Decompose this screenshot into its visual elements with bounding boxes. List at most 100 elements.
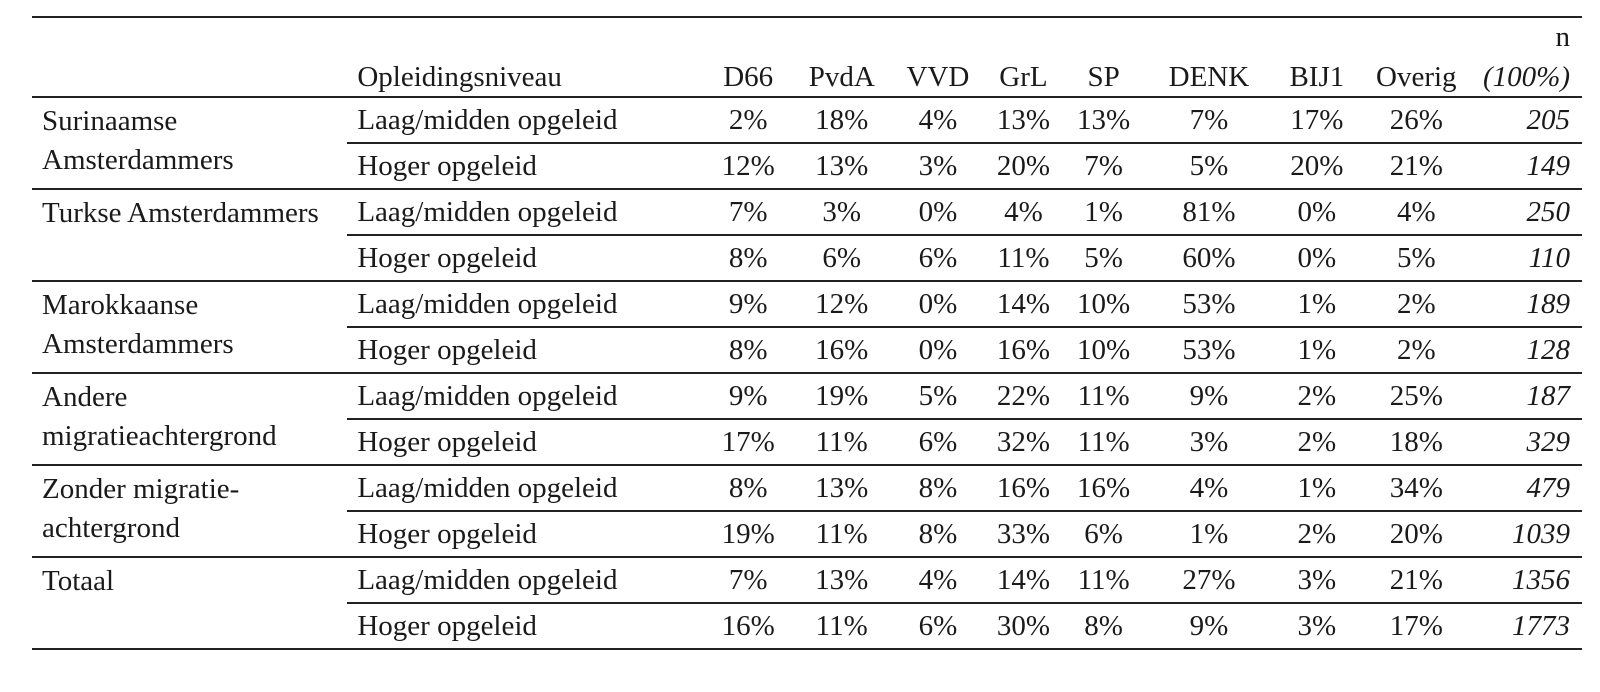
party-header-sp: SP — [1087, 61, 1120, 93]
percent-cell-sp: 11% — [1063, 557, 1144, 604]
percent-cell-sp: 5% — [1063, 235, 1144, 282]
table-row: Marokkaanse Amsterdammers Laag/midden opg… — [32, 281, 1582, 374]
table-row: Hoger opgeleid 19% 11% 8% 33% 6% 1% 2% 20% 1039 — [32, 511, 1582, 558]
percent-cell-d66: 19% — [705, 511, 791, 558]
percent-cell-grl: 14% — [983, 281, 1064, 328]
group-label: Andere migratieachtergrond — [32, 373, 348, 466]
n-count-cell: 250 — [1472, 189, 1582, 236]
education-level-cell: Laag/midden opgeleid — [347, 97, 706, 144]
percent-cell-bij1: 20% — [1274, 143, 1360, 190]
table-row: Andere migratieachtergrond Laag/midden op… — [32, 373, 1582, 466]
percent-cell-vvd: 6% — [892, 419, 984, 466]
n-header: n — [1555, 21, 1571, 53]
percent-cell-grl: 33% — [983, 511, 1064, 558]
percent-cell-denk: 27% — [1143, 557, 1275, 604]
party-header-pvda: PvdA — [808, 61, 875, 93]
percent-cell-d66: 7% — [705, 189, 791, 236]
education-level-cell: Laag/midden opgeleid — [347, 189, 706, 236]
percent-cell-sp: 16% — [1063, 465, 1144, 512]
percent-cell-grl: 32% — [983, 419, 1064, 466]
party-header-d66: D66 — [723, 61, 774, 93]
percent-cell-pvda: 3% — [790, 189, 893, 236]
n-count-cell: 189 — [1472, 281, 1582, 328]
percent-cell-sp: 10% — [1063, 281, 1144, 328]
percent-cell-vvd: 4% — [892, 557, 984, 604]
table-row: Surinaamse Amsterdammers Laag/midden opge… — [32, 97, 1582, 190]
party-header-denk: DENK — [1168, 61, 1250, 93]
percent-cell-grl: 16% — [983, 465, 1064, 512]
education-level-cell: Hoger opgeleid — [347, 327, 706, 374]
percent-cell-bij1: 3% — [1274, 557, 1360, 604]
group-label: Turkse Amsterdammers — [32, 189, 348, 282]
percent-cell-grl: 13% — [983, 97, 1064, 144]
percent-cell-denk: 81% — [1143, 189, 1275, 236]
percent-cell-denk: 53% — [1143, 327, 1275, 374]
percent-cell-bij1: 2% — [1274, 419, 1360, 466]
percent-cell-pvda: 6% — [790, 235, 893, 282]
percent-cell-denk: 53% — [1143, 281, 1275, 328]
table-row: Hoger opgeleid 16% 11% 6% 30% 8% 9% 3% 17% 1773 — [32, 603, 1582, 650]
percent-cell-denk: 1% — [1143, 511, 1275, 558]
percent-cell-bij1: 1% — [1274, 281, 1360, 328]
education-level-cell: Laag/midden opgeleid — [347, 465, 706, 512]
party-header-grl: GrL — [999, 61, 1048, 93]
percent-cell-vvd: 8% — [892, 511, 984, 558]
percent-cell-denk: 60% — [1143, 235, 1275, 282]
results-table-container: n Opleidingsniveau D66 PvdA VVD GrL SP D… — [32, 16, 1582, 650]
table-row: Hoger opgeleid 8% 16% 0% 16% 10% 53% 1% 2% 128 — [32, 327, 1582, 374]
n-count-cell: 149 — [1472, 143, 1582, 190]
education-level-header: Opleidingsniveau — [357, 61, 562, 93]
n-count-cell: 128 — [1472, 327, 1582, 374]
percent-cell-bij1: 17% — [1274, 97, 1360, 144]
percent-cell-d66: 8% — [705, 327, 791, 374]
education-level-cell: Hoger opgeleid — [347, 419, 706, 466]
percent-cell-overig: 17% — [1359, 603, 1473, 650]
percent-cell-pvda: 13% — [790, 143, 893, 190]
education-level-cell: Hoger opgeleid — [347, 511, 706, 558]
n-count-cell: 187 — [1472, 373, 1582, 420]
table-row: Totaal Laag/midden opgeleid 7% 13% 4% 14% 11% 2… — [32, 557, 1582, 650]
percent-cell-sp: 11% — [1063, 419, 1144, 466]
percent-cell-pvda: 19% — [790, 373, 893, 420]
percent-cell-d66: 8% — [705, 465, 791, 512]
percent-cell-d66: 7% — [705, 557, 791, 604]
education-level-cell: Laag/midden opgeleid — [347, 281, 706, 328]
percent-cell-bij1: 0% — [1274, 189, 1360, 236]
vote-by-education-table: n Opleidingsniveau D66 PvdA VVD GrL SP D… — [32, 16, 1582, 650]
percent-cell-denk: 5% — [1143, 143, 1275, 190]
group-label: Zonder migratie-achtergrond — [32, 465, 348, 558]
percent-cell-vvd: 4% — [892, 97, 984, 144]
percent-cell-pvda: 11% — [790, 511, 893, 558]
percent-cell-d66: 8% — [705, 235, 791, 282]
percent-cell-bij1: 2% — [1274, 511, 1360, 558]
percent-cell-pvda: 11% — [790, 419, 893, 466]
percent-cell-d66: 17% — [705, 419, 791, 466]
percent-cell-denk: 7% — [1143, 97, 1275, 144]
percent-cell-bij1: 1% — [1274, 327, 1360, 374]
percent-cell-vvd: 5% — [892, 373, 984, 420]
percent-cell-sp: 6% — [1063, 511, 1144, 558]
percent-cell-grl: 14% — [983, 557, 1064, 604]
group-label: Totaal — [32, 557, 348, 650]
percent-cell-sp: 11% — [1063, 373, 1144, 420]
percent-cell-d66: 9% — [705, 281, 791, 328]
n-count-cell: 1773 — [1472, 603, 1582, 650]
education-level-cell: Hoger opgeleid — [347, 603, 706, 650]
percent-cell-vvd: 6% — [892, 235, 984, 282]
education-level-cell: Laag/midden opgeleid — [347, 373, 706, 420]
percent-cell-overig: 18% — [1359, 419, 1473, 466]
percent-cell-bij1: 2% — [1274, 373, 1360, 420]
percent-cell-pvda: 13% — [790, 557, 893, 604]
party-header-overig: Overig — [1376, 61, 1457, 93]
n-percent-header: (100%) — [1483, 61, 1570, 93]
percent-cell-denk: 9% — [1143, 373, 1275, 420]
table-row: Hoger opgeleid 17% 11% 6% 32% 11% 3% 2% 18% 329 — [32, 419, 1582, 466]
percent-cell-overig: 4% — [1359, 189, 1473, 236]
percent-cell-sp: 13% — [1063, 97, 1144, 144]
percent-cell-overig: 34% — [1359, 465, 1473, 512]
percent-cell-overig: 2% — [1359, 327, 1473, 374]
percent-cell-pvda: 13% — [790, 465, 893, 512]
percent-cell-d66: 16% — [705, 603, 791, 650]
header-spacer — [32, 18, 1473, 54]
percent-cell-d66: 9% — [705, 373, 791, 420]
